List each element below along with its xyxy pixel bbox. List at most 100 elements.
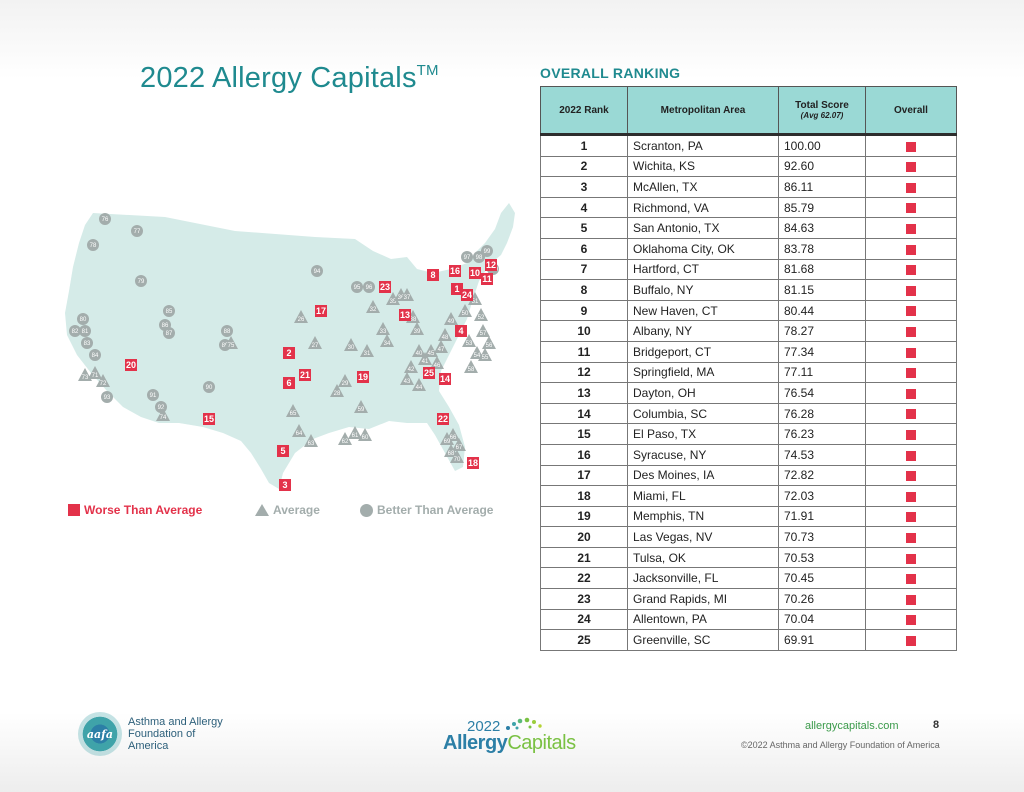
page-title-text: 2022 Allergy Capitals xyxy=(140,62,417,94)
marker-label: 77 xyxy=(134,229,141,235)
worse-than-average-marker: 13 xyxy=(399,309,411,321)
average-marker: 41 xyxy=(418,352,432,365)
marker-triangle xyxy=(450,450,464,463)
table-row: 20 Las Vegas, NV 70.73 xyxy=(540,526,957,548)
cell-metro: Allentown, PA xyxy=(627,608,779,631)
table-row: 12 Springfield, MA 77.11 xyxy=(540,361,957,384)
worse-than-average-marker xyxy=(906,224,916,234)
cell-score: 74.53 xyxy=(778,443,866,466)
marker-triangle xyxy=(308,336,322,349)
cell-rank: 11 xyxy=(540,340,628,363)
better-than-average-marker: 94 xyxy=(311,265,323,277)
worse-than-average-marker xyxy=(906,635,916,646)
header-rank: 2022 Rank xyxy=(540,86,628,136)
marker-label: 52 xyxy=(478,315,485,321)
cell-score: 70.73 xyxy=(778,526,866,548)
marker-triangle xyxy=(440,432,454,445)
table-row: 15 El Paso, TX 76.23 xyxy=(540,423,957,445)
marker-label: 56 xyxy=(486,343,493,349)
triangle-icon xyxy=(255,504,269,516)
marker-circle xyxy=(221,325,233,337)
marker-triangle xyxy=(438,328,452,341)
marker-square xyxy=(461,289,473,301)
cell-metro: McAllen, TX xyxy=(627,176,779,198)
marker-triangle xyxy=(294,310,308,323)
worse-than-average-marker: 24 xyxy=(461,289,473,301)
marker-label: 83 xyxy=(84,341,91,347)
marker-label: 30 xyxy=(348,345,355,351)
marker-label: 40 xyxy=(416,351,423,357)
average-marker: 69 xyxy=(440,432,454,445)
marker-label: 60 xyxy=(362,435,369,441)
average-marker: 37 xyxy=(400,288,414,301)
cell-metro: Wichita, KS xyxy=(627,155,779,178)
table-row: 19 Memphis, TN 71.91 xyxy=(540,505,957,528)
worse-than-average-marker xyxy=(906,368,916,379)
marker-label: 31 xyxy=(364,351,371,357)
table-row: 18 Miami, FL 72.03 xyxy=(540,485,957,507)
marker-triangle xyxy=(462,334,476,347)
marker-label: 42 xyxy=(408,367,415,373)
cell-overall xyxy=(865,505,957,528)
us-map-shape xyxy=(65,203,515,489)
average-marker: 60 xyxy=(358,428,372,441)
average-marker: 53 xyxy=(462,334,476,347)
cell-rank: 6 xyxy=(540,237,628,260)
cell-metro: Greenville, SC xyxy=(627,629,779,651)
cell-rank: 22 xyxy=(540,567,628,590)
marker-label: 61 xyxy=(352,433,359,439)
worse-than-average-marker: 11 xyxy=(481,273,493,285)
marker-label: 21 xyxy=(300,370,310,380)
logo-word1: Allergy xyxy=(443,732,508,754)
marker-label: 17 xyxy=(316,306,326,316)
marker-label: 86 xyxy=(162,323,169,329)
table-row: 5 San Antonio, TX 84.63 xyxy=(540,217,957,239)
cell-metro: Memphis, TN xyxy=(627,505,779,528)
worse-than-average-marker xyxy=(906,532,916,543)
worse-than-average-marker xyxy=(906,162,916,173)
cell-metro: Syracuse, NY xyxy=(627,443,779,466)
better-than-average-marker: 81 xyxy=(79,325,91,337)
marker-label: 67 xyxy=(456,445,463,451)
table-row: 4 Richmond, VA 85.79 xyxy=(540,196,957,219)
marker-triangle xyxy=(292,424,306,437)
marker-triangle xyxy=(444,444,458,457)
worse-than-average-marker xyxy=(906,450,916,461)
worse-than-average-marker: 17 xyxy=(315,305,327,317)
site-url-link[interactable]: allergycapitals.com xyxy=(805,720,899,732)
marker-triangle xyxy=(358,428,372,441)
average-marker: 61 xyxy=(348,426,362,439)
marker-label: 4 xyxy=(458,326,463,336)
marker-label: 10 xyxy=(470,268,480,278)
cell-score: 85.79 xyxy=(778,196,866,219)
marker-label: 11 xyxy=(482,274,492,284)
marker-square xyxy=(423,367,435,379)
average-marker: 31 xyxy=(360,344,374,357)
table-row: 9 New Haven, CT 80.44 xyxy=(540,299,957,322)
marker-triangle xyxy=(344,338,358,351)
better-than-average-marker: 78 xyxy=(87,239,99,251)
worse-than-average-marker: 22 xyxy=(437,413,449,425)
cell-rank: 18 xyxy=(540,485,628,507)
marker-triangle xyxy=(156,408,170,421)
average-marker: 57 xyxy=(476,324,490,337)
copyright: ©2022 Asthma and Allergy Foundation of A… xyxy=(741,740,940,750)
marker-triangle xyxy=(360,344,374,357)
marker-label: 59 xyxy=(358,407,365,413)
worse-than-average-marker: 2 xyxy=(283,347,295,359)
marker-square xyxy=(485,259,497,271)
cell-score: 76.23 xyxy=(778,423,866,445)
table-row: 14 Columbia, SC 76.28 xyxy=(540,402,957,425)
marker-label: 82 xyxy=(72,329,79,335)
worse-than-average-marker: 23 xyxy=(379,281,391,293)
marker-label: 6 xyxy=(286,378,291,388)
marker-label: 62 xyxy=(342,439,349,445)
worse-than-average-marker: 16 xyxy=(449,265,461,277)
marker-square xyxy=(283,347,295,359)
cell-rank: 4 xyxy=(540,196,628,219)
marker-triangle xyxy=(482,336,496,349)
marker-circle xyxy=(163,327,175,339)
marker-label: 16 xyxy=(450,266,460,276)
average-marker: 74 xyxy=(156,408,170,421)
